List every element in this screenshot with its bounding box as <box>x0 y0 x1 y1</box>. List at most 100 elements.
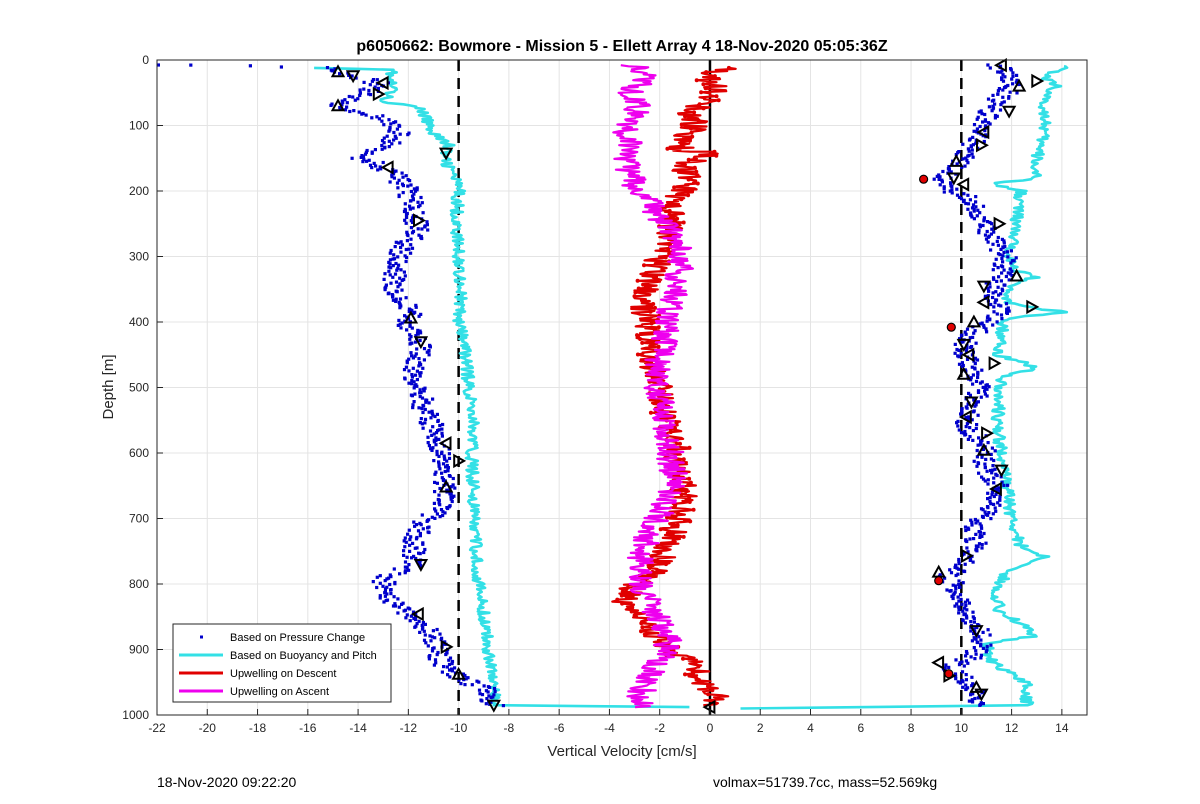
pressure-change-point <box>370 79 374 83</box>
pressure-change-point <box>953 342 957 346</box>
triangle-marker <box>988 481 1002 497</box>
pressure-change-point <box>400 171 404 175</box>
descent-point <box>663 255 668 260</box>
pressure-change-point <box>964 425 968 429</box>
pressure-change-point <box>988 285 992 289</box>
pressure-change-point <box>972 616 976 621</box>
pressure-change-point <box>966 598 970 602</box>
pressure-change-point <box>404 365 408 369</box>
pressure-change-point <box>978 443 982 447</box>
pressure-change-point <box>968 558 972 562</box>
triangle-marker <box>931 655 945 670</box>
descent-point <box>671 538 676 543</box>
pressure-change-point <box>989 452 993 456</box>
pressure-change-point <box>398 572 402 576</box>
pressure-change-point <box>980 455 984 459</box>
pressure-change-point <box>986 235 990 239</box>
pressure-change-point <box>973 696 977 701</box>
pressure-change-point <box>975 464 979 468</box>
pressure-change-point <box>998 498 1002 502</box>
triangle-marker <box>974 688 989 702</box>
pressure-change-point <box>989 302 993 307</box>
pressure-change-point <box>382 277 386 281</box>
pressure-change-point <box>987 385 991 389</box>
ticks: -22 -20 -18 -16 -14 -12 -10 -8 -6 -4 -2 0 2 4 6 8 10 12 14… <box>122 53 1069 735</box>
pressure-change-point <box>983 294 987 298</box>
pressure-change-point <box>963 569 967 574</box>
descent-point <box>644 271 649 275</box>
pressure-change-point <box>420 407 424 411</box>
pressure-change-point <box>381 584 385 588</box>
descent-point <box>701 82 706 87</box>
pressure-change-point <box>358 93 362 97</box>
pressure-change-point <box>970 523 974 527</box>
pressure-change-point <box>991 291 995 295</box>
pressure-change-point <box>957 599 961 603</box>
pressure-change-point <box>1001 254 1005 258</box>
pressure-change-point <box>978 703 982 707</box>
descent-point <box>701 106 706 111</box>
pressure-change-point <box>484 689 488 693</box>
pressure-change-point <box>972 627 976 631</box>
pressure-change-point <box>437 493 441 497</box>
pressure-change-point <box>425 398 429 402</box>
pressure-change-point <box>411 541 415 545</box>
triangle-marker <box>403 310 419 324</box>
pressure-change-point <box>412 520 416 524</box>
pressure-change-point <box>984 237 989 241</box>
pressure-change-point <box>446 466 450 470</box>
legend-label: Based on Buoyancy and Pitch <box>230 650 377 662</box>
pressure-change-point <box>994 509 998 513</box>
descent-point <box>662 546 667 551</box>
pressure-change-point <box>954 573 958 578</box>
pressure-change-point <box>964 603 968 608</box>
pressure-change-point <box>966 147 970 151</box>
pressure-change-point <box>433 480 437 484</box>
pressure-change-point <box>977 471 981 475</box>
pressure-change-point <box>973 329 977 333</box>
pressure-change-point <box>982 323 986 328</box>
pressure-change-point <box>357 110 361 114</box>
pressure-change-point <box>1002 86 1007 90</box>
pressure-change-point <box>389 122 393 126</box>
pressure-change-point <box>434 431 439 435</box>
pressure-change-point <box>970 684 974 688</box>
pressure-change-point <box>993 113 998 118</box>
pressure-change-point <box>410 379 414 383</box>
pressure-change-point <box>378 596 382 600</box>
pressure-change-point <box>1009 68 1013 72</box>
descent-point <box>656 344 661 349</box>
pressure-change-point <box>938 175 942 179</box>
triangle-marker <box>969 625 984 639</box>
pressure-change-point <box>410 231 415 235</box>
pressure-change-point <box>1002 250 1006 254</box>
pressure-change-point <box>964 683 968 687</box>
pressure-change-point <box>441 513 445 518</box>
triangle-marker <box>451 666 466 680</box>
pressure-change-point <box>402 270 406 274</box>
x-tick-label: -8 <box>504 721 515 735</box>
pressure-change-point <box>1011 74 1015 78</box>
pressure-change-point <box>961 680 965 684</box>
pressure-change-point <box>999 313 1004 317</box>
pressure-change-point <box>440 670 444 674</box>
pressure-change-point <box>976 696 980 700</box>
pressure-change-point <box>993 506 997 510</box>
pressure-change-point <box>943 666 947 670</box>
pressure-change-point <box>974 195 978 199</box>
pressure-change-point <box>978 124 982 129</box>
pressure-change-point <box>981 702 985 706</box>
pressure-change-point <box>958 337 962 341</box>
pressure-change-point <box>968 426 972 430</box>
pressure-change-point <box>410 308 414 312</box>
pressure-change-point <box>968 198 972 202</box>
pressure-change-point <box>403 202 407 206</box>
pressure-change-point <box>979 395 983 399</box>
pressure-change-point <box>368 83 372 87</box>
pressure-change-point <box>426 644 430 648</box>
pressure-change-point <box>964 201 968 206</box>
pressure-change-point <box>426 526 430 530</box>
descent-point <box>690 189 695 194</box>
pressure-change-point <box>986 482 990 486</box>
pressure-change-point <box>410 216 415 220</box>
